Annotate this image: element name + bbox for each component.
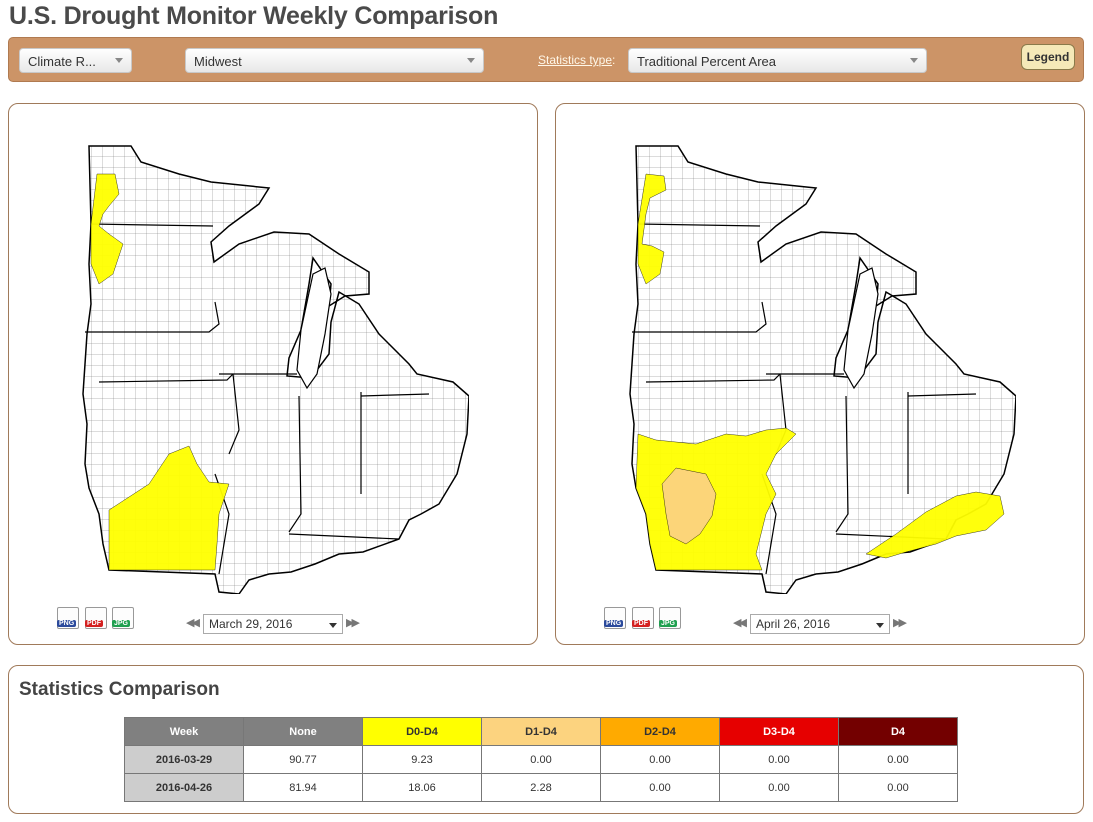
previous-date-icon[interactable]: ◀◀: [186, 617, 200, 629]
d1-d4-cell: 0.00: [481, 745, 601, 774]
statistics-type-link[interactable]: Statistics type: [538, 53, 613, 67]
chevron-down-icon: [876, 623, 884, 628]
date-select-left[interactable]: March 29, 2016: [203, 614, 343, 634]
column-header-d0-d4: D0-D4: [362, 717, 482, 746]
statistics-type-value: Traditional Percent Area: [637, 54, 776, 69]
column-header-d4: D4: [838, 717, 958, 746]
statistics-type-select[interactable]: Traditional Percent Area: [628, 48, 927, 73]
page-title: U.S. Drought Monitor Weekly Comparison: [9, 2, 499, 30]
pdf-export-icon[interactable]: PDF: [85, 607, 107, 629]
jpg-export-icon[interactable]: JPG: [112, 607, 134, 629]
chevron-down-icon: [329, 623, 337, 628]
d0-area-north: [90, 173, 124, 285]
column-header-d2-d4: D2-D4: [600, 717, 720, 746]
midwest-drought-map: [82, 145, 469, 594]
chevron-down-icon: [467, 58, 475, 63]
date-value-right: April 26, 2016: [756, 617, 831, 631]
d4-cell: 0.00: [838, 773, 958, 802]
column-header-week: Week: [124, 717, 244, 746]
region-type-select[interactable]: Climate R...: [19, 48, 132, 73]
chevron-down-icon: [910, 58, 918, 63]
map-panel-left: PNG PDF JPG ◀◀ March 29, 2016 ▶▶: [8, 103, 538, 645]
d1-d4-cell: 2.28: [481, 773, 601, 802]
statistics-panel: Statistics Comparison Week None D0-D4 D1…: [8, 665, 1084, 814]
state-borders: [632, 223, 977, 575]
d2-d4-cell: 0.00: [600, 773, 720, 802]
d0-area-kentucky: [865, 491, 1005, 559]
region-type-value: Climate R...: [28, 54, 96, 69]
statistics-type-label: Statistics type:: [538, 53, 616, 67]
d2-d4-cell: 0.00: [600, 745, 720, 774]
d0-d4-cell: 9.23: [362, 745, 482, 774]
d1-area: [661, 467, 717, 545]
midwest-drought-map: [629, 145, 1016, 594]
none-cell: 90.77: [243, 745, 363, 774]
table-header-row: Week None D0-D4 D1-D4 D2-D4 D3-D4 D4: [124, 717, 958, 746]
d3-d4-cell: 0.00: [719, 773, 839, 802]
d0-area-south: [108, 445, 230, 571]
week-cell: 2016-03-29: [124, 745, 244, 774]
legend-button[interactable]: Legend: [1021, 44, 1075, 70]
next-date-icon[interactable]: ▶▶: [346, 617, 360, 629]
next-date-icon[interactable]: ▶▶: [893, 617, 907, 629]
date-value-left: March 29, 2016: [209, 617, 293, 631]
region-select[interactable]: Midwest: [185, 48, 484, 73]
pdf-export-icon[interactable]: PDF: [632, 607, 654, 629]
column-header-none: None: [243, 717, 363, 746]
d0-area-north: [637, 173, 667, 285]
column-header-d1-d4: D1-D4: [481, 717, 601, 746]
png-export-icon[interactable]: PNG: [57, 607, 79, 629]
d0-d4-cell: 18.06: [362, 773, 482, 802]
png-export-icon[interactable]: PNG: [604, 607, 626, 629]
d4-cell: 0.00: [838, 745, 958, 774]
week-cell: 2016-04-26: [124, 773, 244, 802]
date-select-right[interactable]: April 26, 2016: [750, 614, 890, 634]
chevron-down-icon: [115, 58, 123, 63]
previous-date-icon[interactable]: ◀◀: [733, 617, 747, 629]
none-cell: 81.94: [243, 773, 363, 802]
jpg-export-icon[interactable]: JPG: [659, 607, 681, 629]
lake-michigan: [843, 267, 879, 390]
table-row: 2016-04-26 81.94 18.06 2.28 0.00 0.00 0.…: [124, 773, 958, 802]
d3-d4-cell: 0.00: [719, 745, 839, 774]
statistics-heading: Statistics Comparison: [19, 679, 220, 700]
statistics-table: Week None D0-D4 D1-D4 D2-D4 D3-D4 D4 201…: [124, 717, 958, 802]
map-panel-right: PNG PDF JPG ◀◀ April 26, 2016 ▶▶: [555, 103, 1085, 645]
table-row: 2016-03-29 90.77 9.23 0.00 0.00 0.00 0.0…: [124, 745, 958, 774]
region-value: Midwest: [194, 54, 242, 69]
column-header-d3-d4: D3-D4: [719, 717, 839, 746]
lake-michigan: [296, 267, 332, 390]
toolbar: Climate R... Midwest Statistics type: Tr…: [8, 37, 1084, 82]
